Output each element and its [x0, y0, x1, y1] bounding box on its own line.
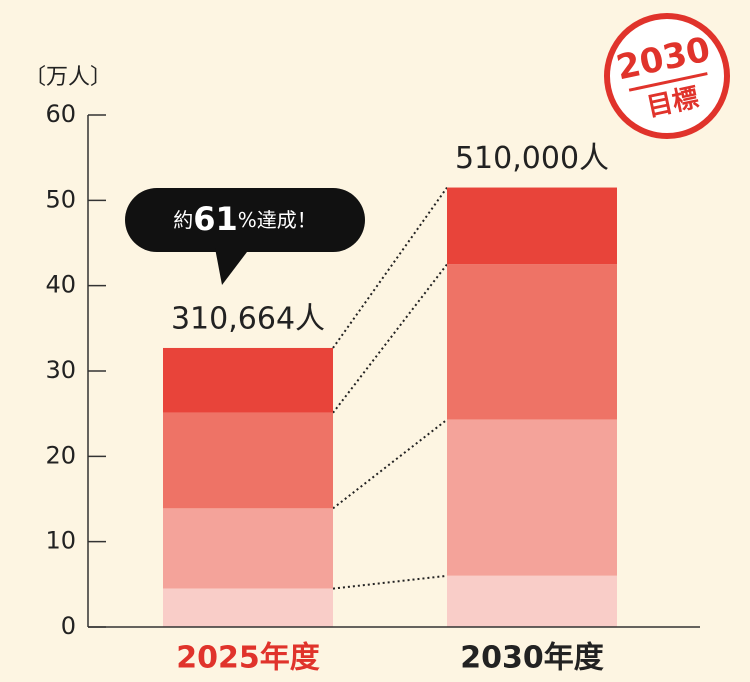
total-label: 310,664人	[171, 301, 325, 336]
connector	[332, 263, 448, 414]
bubble-part: 約	[173, 208, 193, 232]
y-tick-label: 50	[45, 185, 76, 213]
y-tick-label: 30	[45, 356, 76, 384]
bar-segment	[163, 588, 333, 627]
y-tick-label: 40	[45, 271, 76, 299]
bubble-text: 約61%達成！	[173, 200, 317, 238]
bar-segment	[447, 575, 617, 627]
bar-segment	[163, 347, 333, 413]
y-tick-label: 0	[61, 612, 76, 640]
bubble-body	[125, 188, 365, 252]
x-tick-label: 2030年度	[460, 641, 604, 676]
connector	[332, 574, 448, 590]
y-tick-label: 60	[45, 100, 76, 128]
stamp-rule	[628, 72, 708, 92]
bubble-tail	[215, 248, 250, 285]
y-axis-label: 〔万人〕	[24, 65, 112, 90]
bar-segment	[447, 264, 617, 420]
y-tick-label: 20	[45, 441, 76, 469]
bubble: 約61%達成！	[125, 188, 365, 285]
y-tick-label: 10	[45, 527, 76, 555]
bubble-part: 61	[193, 200, 238, 238]
bar-segment	[163, 412, 333, 509]
bar-segment	[447, 187, 617, 265]
total-label: 510,000人	[455, 141, 609, 176]
stamp-circle	[604, 13, 730, 139]
stamp: 2030 目標	[604, 13, 730, 139]
bar-segment	[163, 508, 333, 589]
connector	[332, 418, 448, 510]
bubble-part: %達成！	[238, 208, 317, 232]
bar-segment	[447, 419, 617, 576]
x-tick-label: 2025年度	[176, 641, 320, 676]
